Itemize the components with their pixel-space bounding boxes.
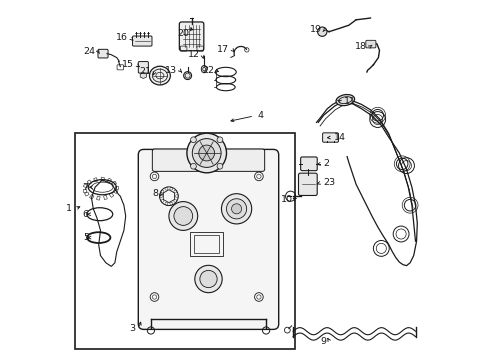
Circle shape bbox=[317, 27, 326, 36]
Text: 8: 8 bbox=[153, 189, 159, 198]
Bar bbox=[94, 178, 97, 182]
Text: 14: 14 bbox=[333, 133, 345, 142]
Bar bbox=[107, 178, 111, 183]
Text: 18: 18 bbox=[354, 42, 366, 51]
Circle shape bbox=[190, 163, 196, 169]
Bar bbox=[194, 235, 219, 253]
Circle shape bbox=[174, 207, 192, 225]
Bar bbox=[89, 194, 94, 199]
Text: 9: 9 bbox=[320, 337, 326, 346]
Circle shape bbox=[190, 137, 196, 143]
Circle shape bbox=[226, 199, 246, 219]
Bar bbox=[83, 184, 88, 188]
Text: 22: 22 bbox=[202, 66, 213, 75]
Polygon shape bbox=[140, 73, 146, 78]
Text: 7: 7 bbox=[81, 183, 88, 192]
Circle shape bbox=[217, 137, 223, 143]
Text: 3: 3 bbox=[129, 324, 136, 333]
Ellipse shape bbox=[201, 66, 206, 73]
Text: 5: 5 bbox=[83, 233, 89, 242]
Text: 20: 20 bbox=[178, 29, 189, 37]
Text: 19: 19 bbox=[309, 25, 321, 34]
Bar bbox=[75, 133, 294, 349]
Text: 16: 16 bbox=[115, 33, 127, 42]
Text: 15: 15 bbox=[122, 60, 133, 69]
Text: 12: 12 bbox=[187, 50, 199, 59]
FancyBboxPatch shape bbox=[365, 40, 375, 48]
Ellipse shape bbox=[183, 72, 191, 80]
Bar bbox=[87, 180, 92, 185]
Circle shape bbox=[221, 194, 251, 224]
Bar bbox=[114, 186, 118, 189]
FancyBboxPatch shape bbox=[298, 173, 317, 195]
Text: 4: 4 bbox=[257, 111, 263, 120]
FancyBboxPatch shape bbox=[300, 157, 317, 171]
Bar bbox=[112, 181, 116, 185]
Bar bbox=[109, 193, 114, 197]
FancyBboxPatch shape bbox=[152, 149, 264, 171]
Bar bbox=[113, 189, 118, 193]
Text: 17: 17 bbox=[217, 45, 229, 54]
Bar bbox=[103, 195, 107, 199]
Bar bbox=[190, 232, 223, 256]
Circle shape bbox=[168, 202, 197, 230]
Text: 23: 23 bbox=[322, 178, 334, 187]
Ellipse shape bbox=[335, 95, 354, 105]
FancyBboxPatch shape bbox=[132, 36, 152, 46]
Circle shape bbox=[199, 145, 214, 161]
FancyBboxPatch shape bbox=[179, 22, 203, 51]
Circle shape bbox=[217, 163, 223, 169]
Bar bbox=[84, 192, 89, 196]
FancyBboxPatch shape bbox=[98, 49, 108, 58]
Bar bbox=[96, 196, 100, 200]
Text: 11: 11 bbox=[343, 97, 355, 106]
FancyBboxPatch shape bbox=[138, 149, 278, 329]
FancyBboxPatch shape bbox=[138, 62, 148, 73]
Bar bbox=[82, 189, 86, 192]
Text: 2: 2 bbox=[323, 159, 329, 168]
Ellipse shape bbox=[149, 66, 170, 85]
Text: 13: 13 bbox=[164, 66, 177, 75]
FancyBboxPatch shape bbox=[322, 133, 338, 142]
Text: 24: 24 bbox=[83, 46, 95, 55]
Circle shape bbox=[186, 133, 226, 173]
Text: 10: 10 bbox=[281, 195, 292, 204]
Text: 6: 6 bbox=[81, 210, 88, 219]
Text: 21: 21 bbox=[140, 68, 151, 77]
Circle shape bbox=[194, 265, 222, 293]
Circle shape bbox=[192, 139, 221, 167]
Bar bbox=[101, 177, 104, 181]
Circle shape bbox=[231, 204, 241, 214]
Text: 1: 1 bbox=[66, 204, 72, 213]
Circle shape bbox=[200, 270, 217, 288]
